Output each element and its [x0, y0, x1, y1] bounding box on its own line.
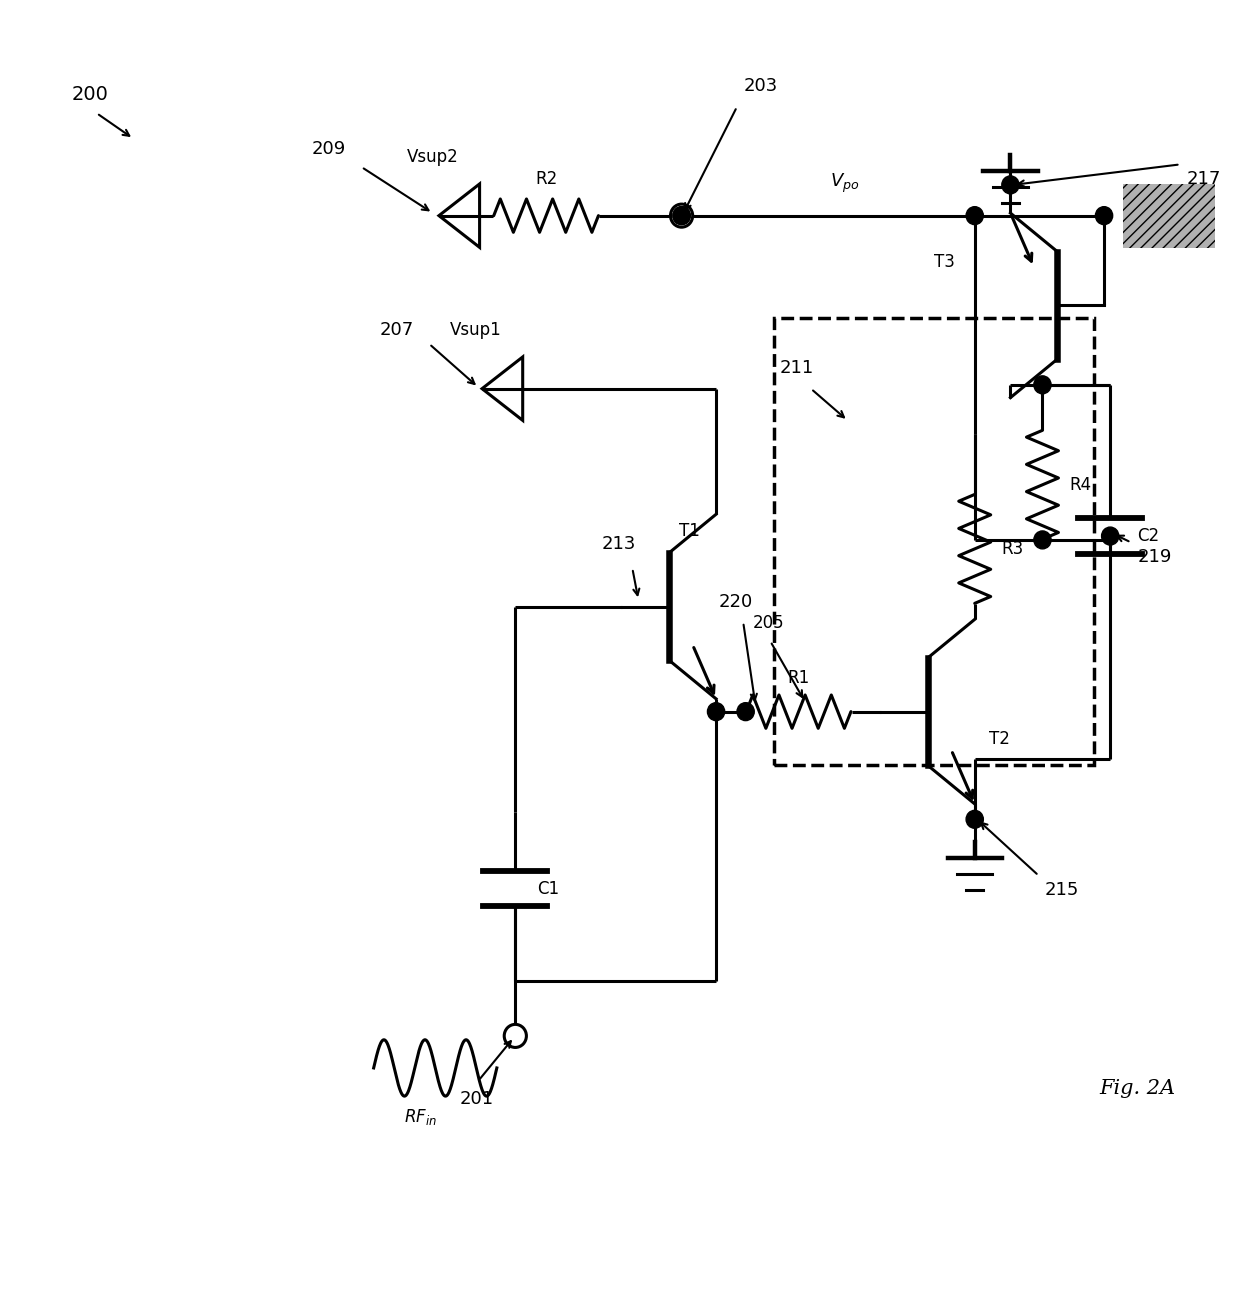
Text: R2: R2	[534, 169, 557, 187]
Text: 213: 213	[601, 535, 636, 553]
Circle shape	[673, 206, 691, 224]
Text: C2: C2	[1137, 528, 1159, 546]
Circle shape	[1095, 206, 1112, 224]
Text: 201: 201	[460, 1090, 494, 1108]
Circle shape	[708, 703, 724, 721]
Text: R3: R3	[1002, 541, 1024, 557]
Text: Vsup1: Vsup1	[450, 321, 502, 339]
Text: 220: 220	[718, 592, 753, 610]
Circle shape	[673, 206, 691, 224]
Circle shape	[1002, 175, 1019, 194]
Circle shape	[966, 206, 983, 224]
Text: $RF_{in}$: $RF_{in}$	[404, 1107, 436, 1126]
Text: 207: 207	[379, 321, 414, 339]
Text: T3: T3	[934, 253, 955, 271]
Text: 200: 200	[72, 85, 109, 104]
Circle shape	[737, 703, 754, 721]
Text: C1: C1	[537, 880, 559, 898]
Text: R1: R1	[787, 670, 810, 688]
Text: T1: T1	[680, 522, 701, 541]
Text: 211: 211	[780, 360, 815, 377]
Text: 209: 209	[312, 141, 346, 159]
Text: 203: 203	[743, 77, 777, 95]
Circle shape	[671, 204, 693, 227]
Text: R4: R4	[1070, 476, 1091, 494]
Circle shape	[505, 1024, 527, 1047]
FancyBboxPatch shape	[1122, 183, 1215, 248]
Text: 217: 217	[1187, 169, 1221, 187]
Circle shape	[1034, 531, 1052, 548]
Text: T2: T2	[990, 730, 1011, 748]
Circle shape	[1101, 528, 1118, 546]
Circle shape	[966, 810, 983, 828]
Text: 215: 215	[1045, 881, 1079, 899]
Text: Vsup2: Vsup2	[407, 148, 459, 166]
Text: 205: 205	[753, 614, 785, 632]
Circle shape	[1034, 375, 1052, 393]
Text: $V_{po}$: $V_{po}$	[830, 173, 859, 196]
Text: 219: 219	[1137, 548, 1172, 566]
Text: Fig. 2A: Fig. 2A	[1099, 1078, 1176, 1098]
